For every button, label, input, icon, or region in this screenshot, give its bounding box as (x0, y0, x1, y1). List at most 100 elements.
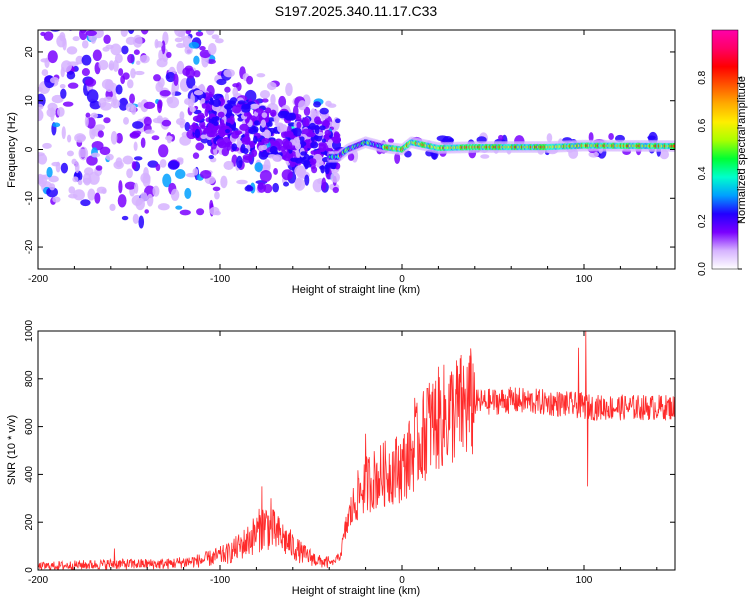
spectrogram-blob (40, 31, 46, 36)
spectrogram-blob (155, 163, 161, 172)
spectrogram-blob (56, 106, 65, 117)
spectrogram-blob (214, 191, 220, 200)
spectrogram-blob (62, 101, 74, 107)
spectrogram-blob (50, 107, 55, 122)
snr-series-line (38, 331, 675, 570)
snr-line (38, 331, 675, 570)
spectrogram-blob (66, 46, 78, 55)
spectrogram-blob (208, 155, 215, 160)
spectrogram-blob (85, 30, 97, 37)
spectrogram-blob (74, 161, 80, 174)
spectrogram-blob (241, 104, 251, 113)
spectrogram-blob (184, 30, 192, 35)
spectrogram-blob (281, 138, 290, 147)
spectrogram-blob (151, 135, 160, 141)
spectrogram-blob (84, 115, 89, 127)
spectrogram-blob (314, 124, 320, 135)
spectrogram-blob (74, 0, 78, 4)
spectrogram-blob (224, 86, 231, 93)
spectrogram-blob (138, 11, 147, 19)
spectrogram-blob (330, 172, 340, 183)
spectrogram-blob (95, 165, 103, 171)
spectrogram-blob (300, 151, 308, 156)
spectrogram-blob (242, 155, 253, 163)
spectrogram-blob (80, 199, 91, 207)
spectrogram-blob (129, 12, 138, 17)
spectrogram-blob (49, 183, 56, 191)
spectrogram-blob (213, 128, 218, 134)
spectrogram-blob (170, 10, 176, 23)
spectrogram-blob (110, 20, 121, 25)
spectrogram-blob (88, 171, 100, 185)
spectrogram-blob (318, 142, 328, 147)
spectrogram-blob (147, 160, 159, 168)
spectrogram-blob (162, 173, 172, 188)
spectrogram-blob (114, 53, 123, 64)
spectrogram-blob (165, 71, 176, 83)
spectrogram-blob (223, 160, 234, 170)
spectrogram-blob (138, 215, 145, 229)
spectrogram-blob (236, 155, 243, 169)
spectrogram-blob (248, 127, 259, 135)
spectrogram-blob (49, 77, 60, 84)
spectrogram-blob (284, 112, 294, 121)
colorbar: 0.0 0.2 0.4 0.6 0.8 Normalized spectral ampl… (697, 29, 748, 276)
colorbar-gradient (711, 29, 739, 270)
spectrogram-blob (320, 165, 325, 174)
spectrogram-blob (140, 0, 145, 5)
spectrogram-blob (212, 186, 221, 192)
snr-frame (37, 330, 676, 571)
spectrogram-blob (38, 103, 44, 110)
spectrogram-blob (87, 188, 96, 201)
spectrogram-xtick-label: -100 (210, 274, 230, 285)
spectrogram-blob (170, 188, 180, 202)
spectrogram-blob (143, 116, 152, 127)
spectrogram-blob (166, 51, 172, 58)
spectrogram-blob (332, 135, 342, 144)
spectrogram-blob (179, 209, 191, 216)
spectrogram-blob (325, 162, 334, 167)
spectrogram-blob (133, 182, 139, 194)
spectrogram-blob (193, 70, 201, 78)
spectrogram-blob (137, 102, 142, 108)
spectrogram-blob (195, 142, 205, 151)
spectrogram-blob (47, 50, 58, 64)
spectrogram-blob (239, 123, 249, 131)
snr-xtick-label: -200 (28, 575, 48, 586)
spectrogram-blob (281, 169, 293, 181)
spectrogram-blob (274, 138, 283, 147)
snr-ytick-label: 0 (24, 567, 35, 573)
spectrogram-blob (193, 55, 200, 65)
spectrogram-blob (113, 0, 119, 2)
spectrogram-blob (38, 153, 48, 165)
spectrogram-blob (259, 169, 272, 182)
snr-xtick-label: 100 (576, 575, 593, 586)
spectrogram-blob (47, 8, 58, 14)
spectrogram-ytick-label: 20 (24, 46, 35, 58)
spectrogram-blob (132, 213, 139, 225)
spectrogram-blob (156, 57, 168, 68)
spectrogram-blob (40, 58, 49, 63)
spectrogram-blob (120, 75, 126, 85)
spectrogram-blob (294, 178, 306, 191)
spectrogram-blob (236, 179, 248, 185)
spectrogram-blob (332, 186, 339, 194)
spectrogram-blob (319, 107, 329, 115)
spectrogram-blob (327, 139, 334, 149)
colorbar-label: Normalized spectral amplitude (736, 76, 748, 224)
spectrogram-blob (299, 136, 305, 142)
spectrogram-blob (118, 68, 124, 76)
spectrogram-blob (132, 34, 143, 48)
spectrogram-blob (110, 130, 118, 145)
spectrogram-blob (155, 41, 163, 48)
spectrogram-blob (321, 119, 331, 128)
spectrogram-blob (135, 21, 141, 30)
snr-panel: -200 -100 0 100 0 200 400 600 800 1000 Height of… (6, 319, 676, 597)
spectrogram-blob (146, 193, 154, 207)
spectrogram-blob (223, 68, 235, 78)
spectrogram-blob (226, 141, 231, 152)
spectrogram-blob (101, 5, 113, 13)
spectrogram-blob (41, 69, 49, 76)
spectrogram-blob (98, 59, 109, 71)
